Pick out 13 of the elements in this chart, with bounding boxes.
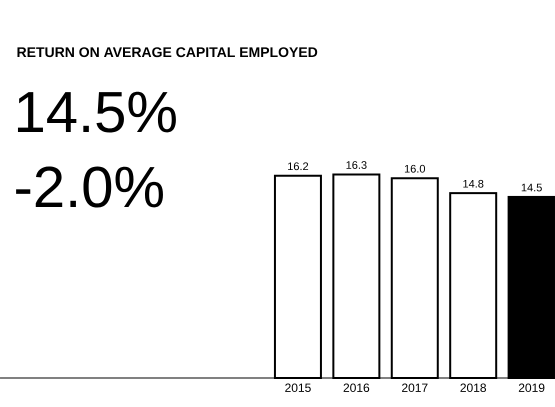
x-tick-label: 2016 xyxy=(344,384,370,392)
x-tick-label: 2019 xyxy=(518,384,544,392)
text: -2.0% xyxy=(16,166,163,208)
data-label: 16.0 xyxy=(404,164,426,173)
data-label: 16.3 xyxy=(346,161,367,169)
x-tick-label: 2017 xyxy=(402,384,428,392)
x-tick-label: 2018 xyxy=(460,384,486,392)
chart-title: RETURN ON AVERAGE CAPITAL EMPLOYED xyxy=(17,47,318,58)
data-label: 14.8 xyxy=(463,180,484,188)
text: 14.5% xyxy=(18,92,176,133)
data-label: 16.2 xyxy=(288,162,308,170)
x-tick-label: 2015 xyxy=(285,384,311,392)
data-label: 14.5 xyxy=(522,184,542,192)
